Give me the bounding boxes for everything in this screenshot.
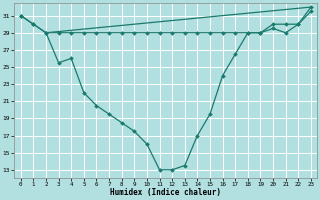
X-axis label: Humidex (Indice chaleur): Humidex (Indice chaleur) [110, 188, 221, 197]
